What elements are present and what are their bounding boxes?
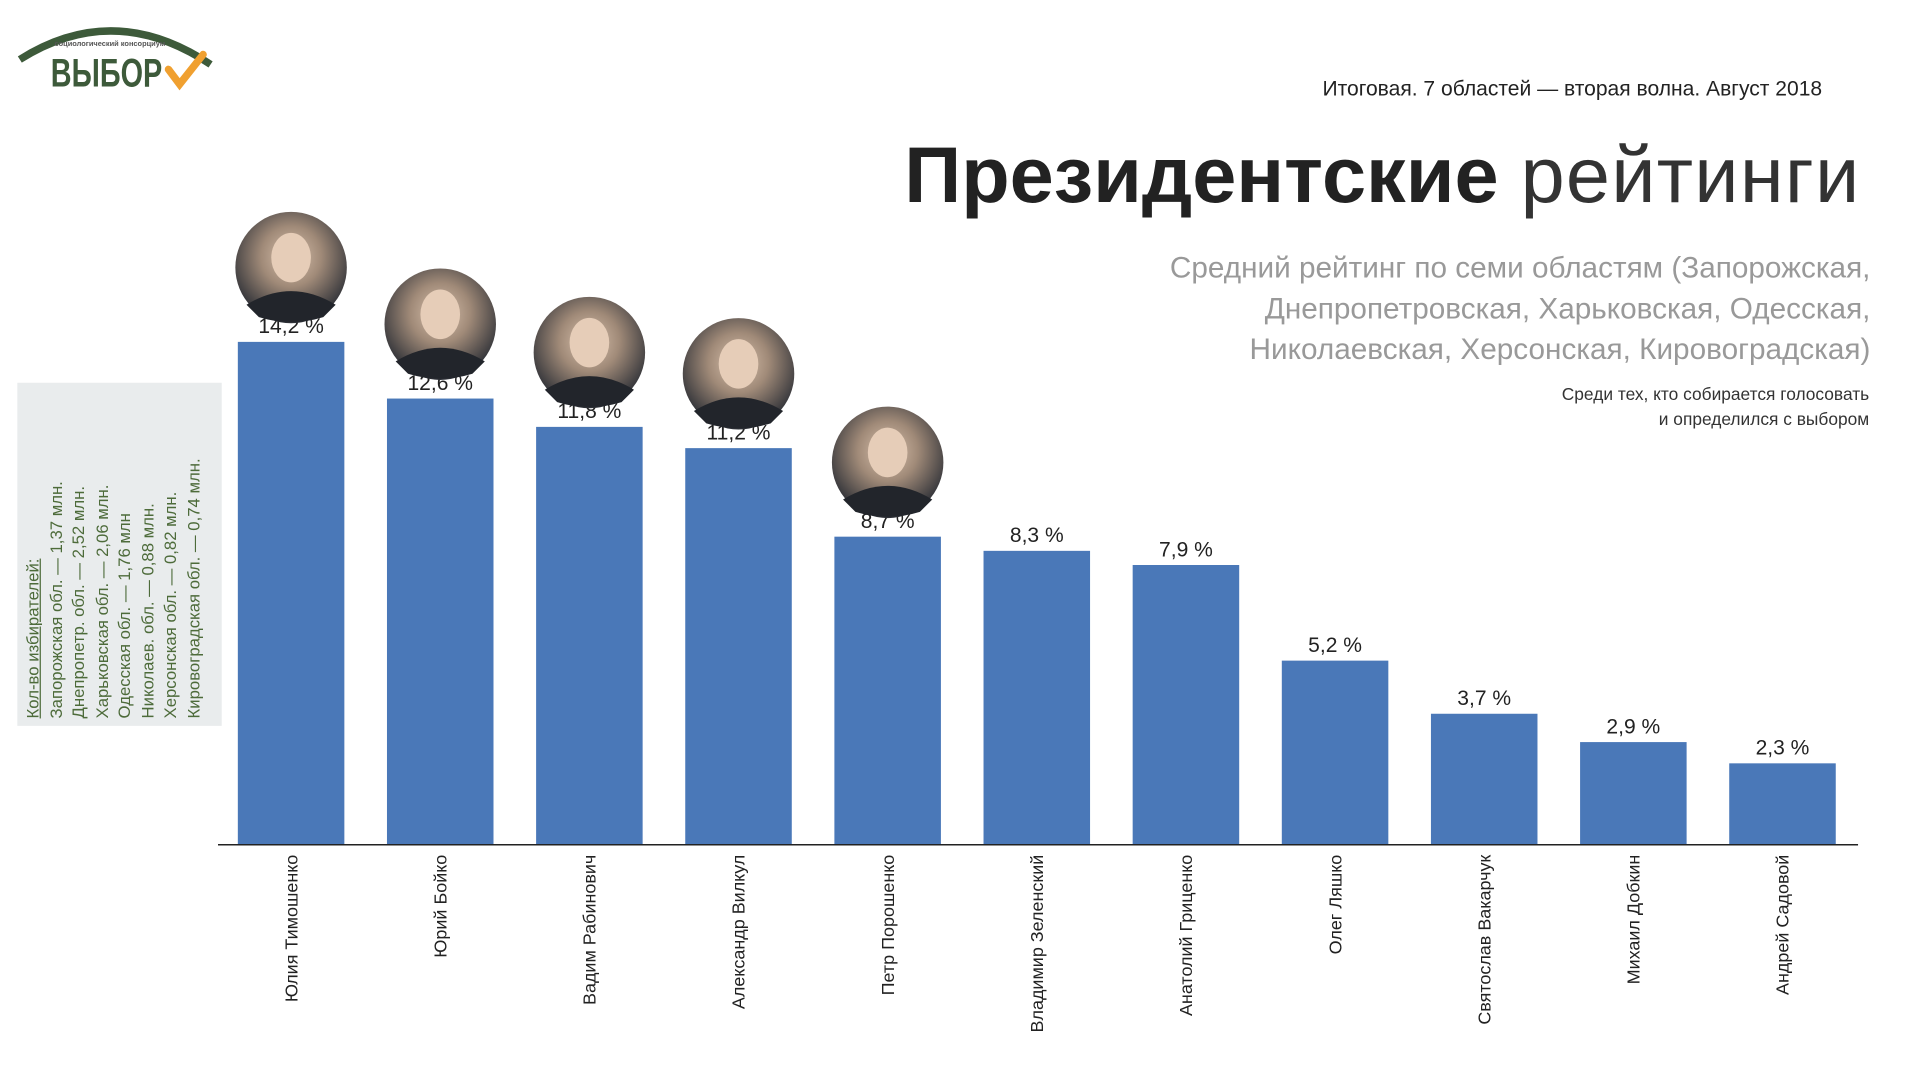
data-label: 11,8 % <box>557 400 621 423</box>
data-label: 11,2 % <box>707 421 771 444</box>
category-label: Андрей Садовой <box>1773 855 1793 995</box>
bar <box>1580 742 1687 845</box>
chart-subtitle: Итоговая. 7 областей — вторая волна. Авг… <box>1322 76 1823 101</box>
category-label: Святослав Вакарчук <box>1474 855 1494 1025</box>
category-label: Владимир Зеленский <box>1027 855 1047 1033</box>
candidate-photo-suit <box>693 397 784 429</box>
candidate-photo-face <box>718 339 759 389</box>
candidate-photo-suit <box>395 347 485 379</box>
data-label: 8,3 % <box>1010 524 1064 547</box>
bar <box>1281 660 1389 845</box>
chart-note: Среди тех, кто собирается голосовать и оп… <box>1561 383 1870 429</box>
category-label: Анатолий Гриценко <box>1176 855 1196 1016</box>
bar <box>1430 713 1538 845</box>
category-label: Александр Вилкул <box>729 855 749 1009</box>
data-label: 12,6 % <box>407 372 473 395</box>
checkmark-icon <box>164 50 207 91</box>
data-label: 2,9 % <box>1606 715 1660 738</box>
candidate-photo-face <box>420 289 461 340</box>
candidate-photo-suit <box>246 291 336 323</box>
vybor-logo: социологический консорциум ВЫБОР <box>17 27 213 96</box>
candidate-photo-suit <box>544 376 634 408</box>
data-label: 3,7 % <box>1457 687 1511 710</box>
data-label: 14,2 % <box>258 315 324 338</box>
candidate-photo-face <box>271 232 311 283</box>
candidate-photo-face <box>867 427 908 478</box>
category-label: Юлия Тимошенко <box>281 855 301 1002</box>
category-label: Петр Порошенко <box>878 855 898 996</box>
bar <box>386 398 494 845</box>
svg-text:ВЫБОР: ВЫБОР <box>51 52 162 96</box>
bar <box>685 448 792 845</box>
category-label: Михаил Добкин <box>1624 855 1644 985</box>
chart-description: Средний рейтинг по семи областям (Запоро… <box>1169 251 1871 367</box>
voters-panel <box>17 382 222 726</box>
category-label: Вадим Рабинович <box>580 855 600 1005</box>
bar <box>834 536 941 845</box>
data-label: 5,2 % <box>1308 634 1362 657</box>
chart-title: Президентские рейтинги <box>904 130 1861 220</box>
data-label: 2,3 % <box>1756 737 1810 760</box>
candidate-photo-suit <box>843 485 933 517</box>
category-label: Олег Ляшко <box>1325 855 1345 955</box>
bar <box>1729 763 1836 845</box>
bar <box>536 426 643 845</box>
svg-text:социологический консорциум: социологический консорциум <box>55 39 166 48</box>
bar <box>983 550 1091 845</box>
candidate-photo-face <box>569 317 610 368</box>
bar <box>237 341 345 845</box>
category-label: Юрий Бойко <box>430 855 450 958</box>
bar <box>1132 565 1240 845</box>
data-label: 7,9 % <box>1159 538 1213 561</box>
